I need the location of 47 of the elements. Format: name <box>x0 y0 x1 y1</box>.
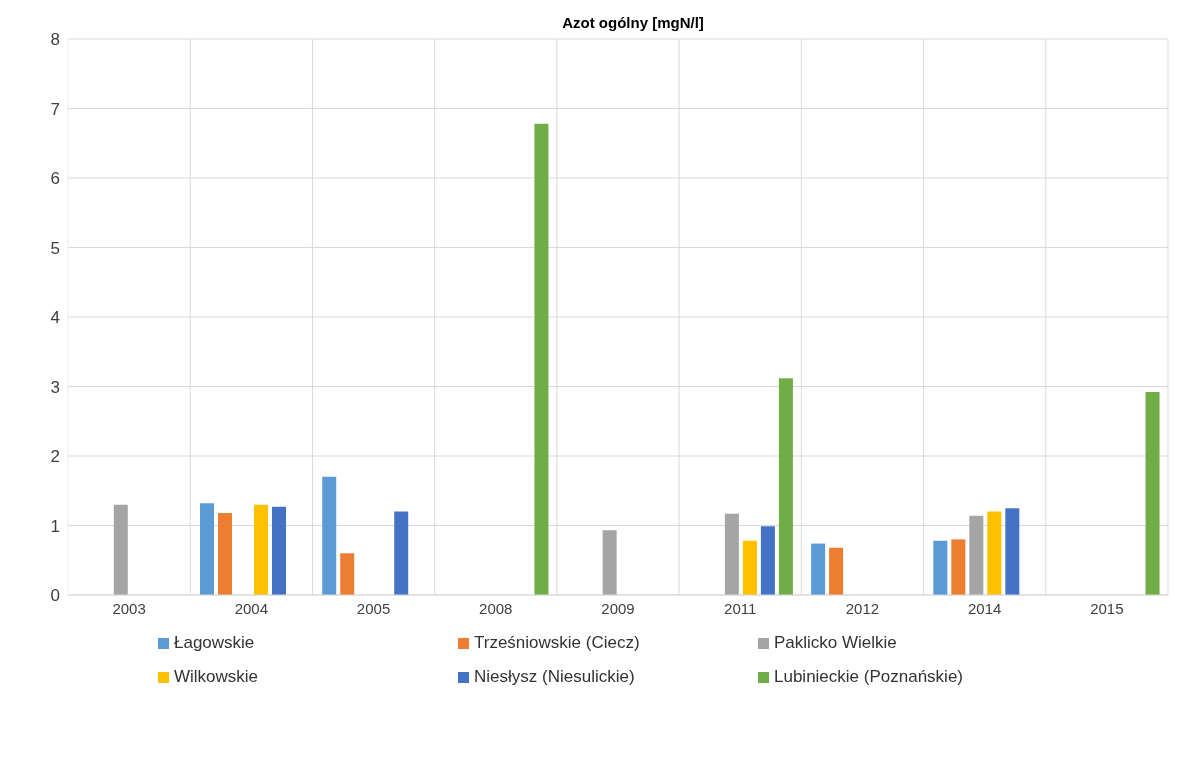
chart-title: Azot ogólny [mgN/l] <box>561 14 705 31</box>
x-tick-label: 2011 <box>724 599 757 617</box>
y-tick-label: 6 <box>50 169 60 189</box>
y-tick-label: 8 <box>50 30 60 50</box>
y-tick-label: 3 <box>50 377 60 397</box>
bar <box>254 504 268 595</box>
legend-label: Wilkowskie <box>174 667 259 687</box>
bar <box>829 547 844 595</box>
legend-label: Lubinieckie (Poznańskie) <box>774 667 963 687</box>
bar <box>340 553 355 595</box>
bar <box>760 526 775 595</box>
y-tick-label: 7 <box>50 99 60 119</box>
x-tick-label: 2003 <box>112 599 146 617</box>
bar <box>811 543 826 595</box>
bar <box>272 506 286 595</box>
bar <box>742 540 757 595</box>
bar <box>724 513 739 595</box>
y-tick-label: 1 <box>50 516 60 536</box>
x-tick-label: 2005 <box>356 599 391 617</box>
bar <box>778 378 793 595</box>
x-tick-label: 2012 <box>845 599 880 617</box>
bar <box>951 539 966 595</box>
y-tick-label: 5 <box>50 238 60 258</box>
y-tick-label: 2 <box>50 447 60 467</box>
bar <box>1005 508 1020 595</box>
legend-label: Paklicko Wielkie <box>774 633 897 653</box>
x-tick-label: 2008 <box>479 599 513 617</box>
legend-label: Łagowskie <box>174 633 255 653</box>
legend-label: Trześniowskie (Ciecz) <box>474 633 640 653</box>
legend-label: Niesłysz (Niesulickie) <box>474 667 635 687</box>
y-tick-label: 4 <box>50 308 60 328</box>
bar <box>933 540 948 595</box>
bar <box>113 504 128 595</box>
bar <box>200 503 214 595</box>
bar <box>534 123 549 595</box>
bar <box>969 515 984 595</box>
bar <box>322 476 337 595</box>
x-tick-label: 2009 <box>601 599 635 617</box>
bar <box>394 511 409 595</box>
bar <box>1145 392 1160 595</box>
bar <box>987 511 1002 595</box>
y-tick-label: 0 <box>50 586 60 606</box>
x-tick-label: 2004 <box>234 599 269 617</box>
x-tick-label: 2014 <box>967 599 1002 617</box>
x-tick-label: 2015 <box>1090 599 1124 617</box>
bar <box>602 530 617 595</box>
bar <box>218 512 232 595</box>
